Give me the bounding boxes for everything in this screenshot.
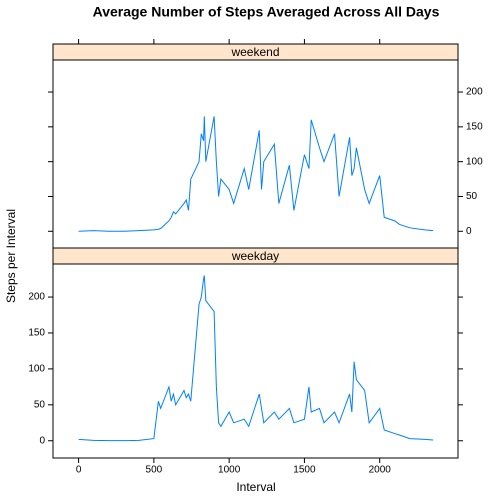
y-tick-label: 150 <box>28 328 45 339</box>
panel <box>52 263 459 459</box>
y-tick-label: 50 <box>466 191 478 202</box>
x-tick-label: 2000 <box>369 465 392 476</box>
x-tick-label: 1000 <box>218 465 241 476</box>
y-tick-label: 0 <box>39 435 45 446</box>
x-axis-label: Interval <box>236 480 275 494</box>
y-tick-label: 100 <box>466 156 483 167</box>
x-tick-label: 500 <box>146 465 163 476</box>
x-tick-label: 0 <box>76 465 82 476</box>
y-tick-label: 100 <box>28 364 45 375</box>
strip-label: weekday <box>231 249 279 263</box>
x-tick-label: 1500 <box>293 465 316 476</box>
y-tick-label: 50 <box>34 399 46 410</box>
y-tick-label: 200 <box>28 292 45 303</box>
line <box>78 275 434 442</box>
strip-label: weekend <box>230 45 279 59</box>
chart-title: Average Number of Steps Averaged Across … <box>93 4 440 20</box>
line <box>78 116 434 232</box>
y-tick-label: 150 <box>466 121 483 132</box>
y-tick-label: 200 <box>466 87 483 98</box>
y-axis-label: Steps per Interval <box>4 209 18 303</box>
y-tick-label: 0 <box>466 226 472 237</box>
